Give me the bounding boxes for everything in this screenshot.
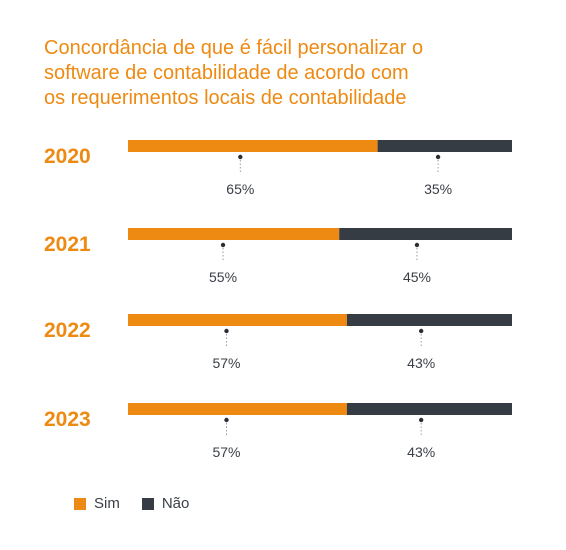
value-label-sim-2020: 65%: [226, 181, 254, 197]
legend-item-sim: Sim: [74, 495, 120, 512]
annotation-dot-nao-2020: [435, 154, 441, 160]
legend-label-sim: Sim: [94, 495, 120, 512]
legend-item-nao: Não: [141, 495, 190, 512]
legend-swatch-nao: [141, 497, 154, 510]
value-label-sim-2022: 57%: [212, 355, 240, 371]
value-label-nao-2023: 43%: [407, 444, 435, 460]
bar-sim-2021: [128, 228, 340, 240]
bar-sim-2022: [128, 314, 347, 326]
annotation-dot-nao-2022: [418, 328, 424, 334]
chart-title-line-1: Concordância de que é fácil personalizar…: [44, 37, 424, 59]
value-label-sim-2023: 57%: [212, 444, 240, 460]
bar-nao-2022: [346, 314, 512, 326]
value-label-nao-2020: 35%: [424, 181, 452, 197]
chart-title: Concordância de que é fácil personalizar…: [44, 36, 524, 111]
annotation-dot-sim-2023: [224, 417, 229, 423]
bar-nao-2020: [377, 140, 512, 152]
year-label-2022: 2022: [44, 319, 91, 342]
legend: Sim Não: [74, 495, 211, 512]
value-label-nao-2022: 43%: [407, 355, 435, 371]
chart-title-line-2: software de contabilidade de acordo com: [44, 62, 409, 84]
bar-sim-2020: [128, 140, 378, 152]
annotation-dot-nao-2023: [418, 417, 424, 423]
bar-nao-2023: [346, 403, 512, 415]
legend-label-nao: Não: [161, 495, 190, 512]
legend-swatch-sim: [74, 497, 86, 510]
value-label-sim-2021: 55%: [209, 269, 237, 285]
value-label-nao-2021: 45%: [403, 269, 431, 285]
annotation-dot-sim-2021: [220, 242, 226, 248]
year-label-2023: 2023: [44, 408, 91, 431]
annotation-dot-sim-2022: [224, 328, 229, 334]
bar-nao-2021: [339, 228, 512, 240]
year-label-2020: 2020: [44, 145, 91, 168]
chart-title-line-3: os requerimentos locais de contabilidade: [44, 87, 407, 109]
annotation-dot-nao-2021: [414, 242, 420, 248]
bar-sim-2023: [128, 403, 347, 415]
year-label-2021: 2021: [44, 233, 91, 256]
annotation-dot-sim-2020: [238, 154, 243, 160]
